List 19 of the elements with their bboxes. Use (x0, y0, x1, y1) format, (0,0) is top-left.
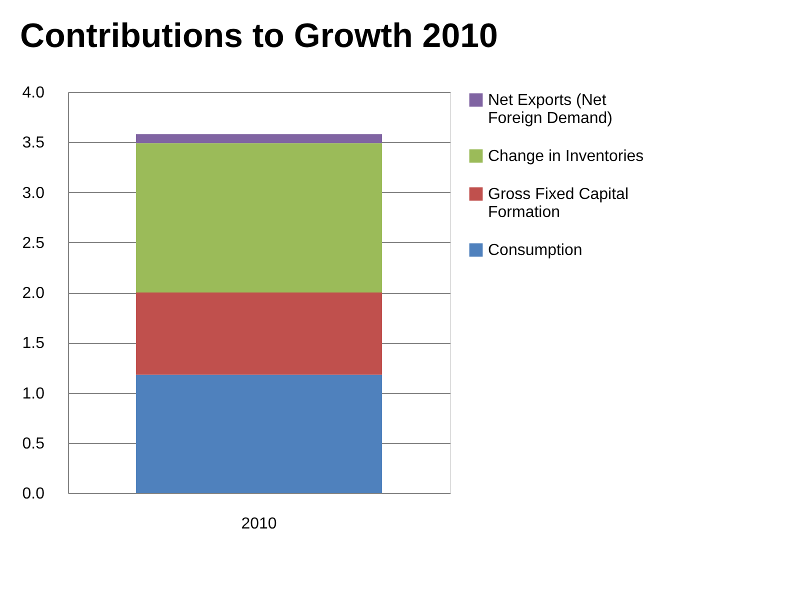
y-tick-label: 3.5 (22, 134, 45, 152)
legend-label: Change in Inventories (488, 148, 644, 165)
bar (136, 374, 382, 493)
legend-label: Consumption (488, 242, 582, 259)
bar (136, 134, 382, 144)
y-tick-label: 3.0 (22, 184, 45, 202)
y-tick-label: 2.5 (22, 234, 45, 252)
chart-title: Contributions to Growth 2010 (20, 17, 498, 55)
x-tick-label: 2010 (241, 516, 277, 532)
legend-label: Gross Fixed Capital Formation (488, 186, 628, 221)
y-tick-label: 0.5 (22, 435, 45, 452)
y-tick-label: 0.0 (22, 486, 45, 502)
bar (136, 143, 382, 292)
legend-label: Net Exports (Net Foreign Demand) (488, 92, 612, 127)
bar (136, 292, 382, 375)
y-tick-label: 1.5 (22, 335, 45, 352)
y-tick-label: 2.0 (22, 285, 45, 302)
y-tick-label: 4.0 (22, 84, 45, 102)
y-tick-label: 1.0 (22, 385, 45, 402)
